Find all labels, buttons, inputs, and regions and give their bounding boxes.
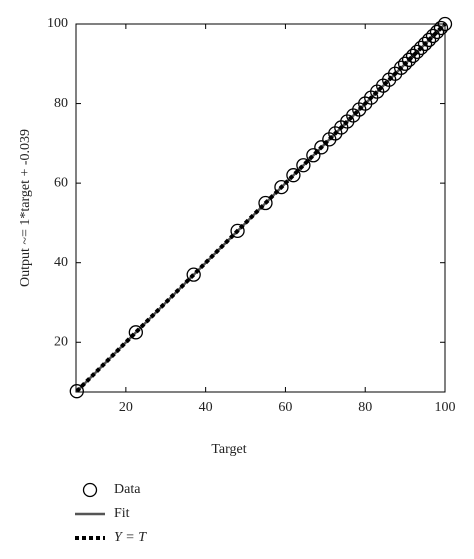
data-point xyxy=(69,384,84,399)
data-point xyxy=(397,56,413,71)
x-tick-label: 60 xyxy=(278,400,292,415)
data-point xyxy=(393,60,409,75)
data-point xyxy=(314,140,329,155)
legend-label: Data xyxy=(114,482,141,497)
data-point xyxy=(258,195,273,211)
plot-frame xyxy=(75,23,446,393)
data-point xyxy=(286,168,301,183)
data-point xyxy=(306,148,321,163)
x-axis-label: Target xyxy=(211,442,246,457)
x-tick-label: 40 xyxy=(199,400,213,415)
data-point xyxy=(274,179,289,195)
legend-label: Fit xyxy=(114,506,130,521)
x-tick-label: 80 xyxy=(358,400,372,415)
data-point xyxy=(421,32,437,48)
data-point xyxy=(417,36,433,52)
data-point xyxy=(413,40,429,56)
data-point xyxy=(429,24,445,40)
data-point xyxy=(433,20,449,36)
x-tick-label: 100 xyxy=(435,400,456,415)
data-point xyxy=(425,28,441,44)
data-point xyxy=(186,267,201,282)
x-tick-label: 20 xyxy=(119,400,133,415)
legend-marker xyxy=(82,482,98,498)
y-tick-label: 80 xyxy=(54,96,68,111)
data-point xyxy=(401,52,417,67)
data-point xyxy=(405,48,421,63)
y-tick-label: 100 xyxy=(47,16,68,31)
y-tick-label: 60 xyxy=(54,175,68,190)
data-point xyxy=(296,158,311,173)
data-point xyxy=(437,16,453,32)
y-tick-label: 20 xyxy=(54,334,68,349)
data-point xyxy=(128,325,143,340)
legend-label: Y = T xyxy=(114,530,147,545)
data-point xyxy=(230,223,245,239)
y-tick-label: 40 xyxy=(54,255,68,270)
data-point xyxy=(409,44,425,59)
y-axis-label: Output ~= 1*target + -0.039 xyxy=(18,129,33,287)
